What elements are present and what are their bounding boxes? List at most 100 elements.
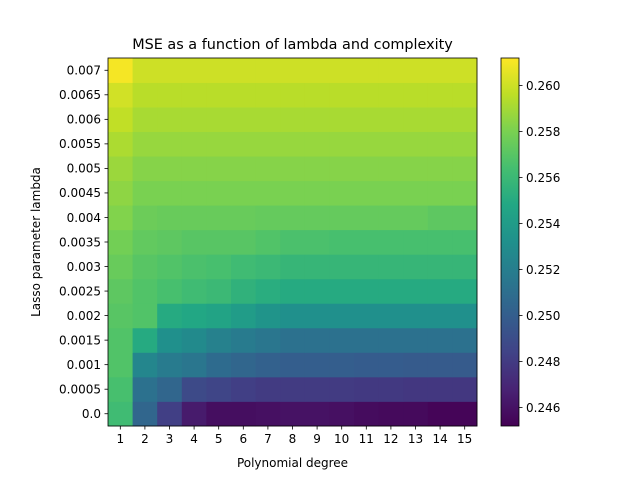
heatmap-cell — [378, 205, 404, 231]
heatmap-cell — [280, 254, 306, 280]
heatmap-cell — [181, 327, 207, 353]
heatmap-cell — [108, 156, 133, 182]
heatmap-cell — [157, 254, 183, 280]
x-tick-label: 1 — [116, 432, 124, 446]
heatmap-cell — [255, 352, 281, 378]
heatmap-cell — [181, 254, 207, 280]
heatmap-cell — [354, 205, 379, 231]
heatmap-cell — [329, 156, 355, 182]
heatmap-cell — [231, 229, 256, 255]
heatmap-cell — [108, 131, 133, 157]
x-tick-label: 10 — [334, 432, 349, 446]
heatmap-cell — [304, 58, 330, 83]
heatmap-cell — [181, 180, 207, 206]
heatmap-cell — [108, 107, 133, 132]
heatmap-cell — [329, 327, 355, 353]
heatmap-cell — [280, 376, 306, 402]
heatmap-cell — [206, 131, 232, 157]
heatmap-cell — [132, 205, 158, 231]
heatmap-cell — [452, 254, 478, 280]
heatmap-cell — [329, 352, 355, 378]
heatmap-cell — [231, 401, 256, 427]
heatmap-cell — [181, 82, 207, 108]
heatmap-cell — [255, 254, 281, 280]
colorbar — [500, 57, 520, 427]
heatmap-cell — [255, 401, 281, 427]
y-tick-label: 0.0065 — [59, 88, 101, 102]
heatmap-cell — [378, 58, 404, 83]
heatmap-cell — [206, 376, 232, 402]
heatmap-cell — [255, 82, 281, 108]
heatmap-cell — [206, 278, 232, 304]
heatmap-cell — [329, 180, 355, 206]
heatmap-cell — [304, 327, 330, 353]
heatmap-cell — [206, 107, 232, 132]
x-tick-label: 13 — [408, 432, 423, 446]
heatmap-cell — [329, 278, 355, 304]
x-tick-label: 9 — [313, 432, 321, 446]
heatmap-cell — [403, 180, 429, 206]
heatmap-cell — [329, 229, 355, 255]
heatmap-cell — [403, 58, 429, 83]
heatmap-cell — [427, 156, 453, 182]
heatmap-cell — [132, 352, 158, 378]
y-tick-label: 0.006 — [67, 113, 101, 127]
heatmap-cell — [452, 303, 478, 329]
heatmap-cell — [427, 254, 453, 280]
heatmap-cell — [354, 131, 379, 157]
heatmap-cell — [403, 352, 429, 378]
heatmap-cell — [403, 107, 429, 132]
heatmap-cell — [427, 107, 453, 132]
heatmap-cell — [181, 131, 207, 157]
heatmap-cell — [427, 131, 453, 157]
heatmap-cell — [255, 229, 281, 255]
heatmap-cell — [255, 180, 281, 206]
heatmap-cell — [181, 156, 207, 182]
heatmap-cell — [403, 254, 429, 280]
heatmap-cell — [329, 401, 355, 427]
y-tick-label: 0.005 — [67, 162, 101, 176]
heatmap-cell — [280, 156, 306, 182]
heatmap-cell — [304, 303, 330, 329]
heatmap-cell — [157, 229, 183, 255]
heatmap-cell — [427, 205, 453, 231]
heatmap-cell — [280, 327, 306, 353]
heatmap-cell — [452, 107, 478, 132]
heatmap-cell — [132, 303, 158, 329]
heatmap-cell — [157, 327, 183, 353]
heatmap-cell — [378, 376, 404, 402]
x-tick-label: 2 — [141, 432, 149, 446]
y-tick-label: 0.001 — [67, 358, 101, 372]
heatmap-cell — [231, 82, 256, 108]
heatmap-cell — [132, 229, 158, 255]
x-tick-label: 14 — [432, 432, 447, 446]
heatmap-cell — [132, 58, 158, 83]
colorbar-tick-label: 0.256 — [526, 171, 560, 185]
heatmap-cell — [231, 278, 256, 304]
x-tick-label: 5 — [215, 432, 223, 446]
heatmap-cell — [304, 401, 330, 427]
heatmap-cell — [206, 352, 232, 378]
heatmap-cell — [304, 205, 330, 231]
heatmap-cell — [403, 229, 429, 255]
heatmap-cell — [132, 82, 158, 108]
x-tick-label: 15 — [457, 432, 472, 446]
heatmap-cell — [132, 131, 158, 157]
heatmap-cell — [304, 82, 330, 108]
heatmap-cell — [132, 156, 158, 182]
heatmap-cell — [157, 58, 183, 83]
heatmap-cell — [427, 180, 453, 206]
heatmap-cell — [452, 82, 478, 108]
heatmap-cell — [108, 229, 133, 255]
heatmap-cell — [181, 58, 207, 83]
heatmap-cell — [157, 156, 183, 182]
heatmap-cell — [108, 327, 133, 353]
heatmap-cells — [108, 58, 478, 427]
colorbar-tick-label: 0.250 — [526, 309, 560, 323]
y-tick-label: 0.0045 — [59, 186, 101, 200]
y-tick-label: 0.0015 — [59, 333, 101, 347]
heatmap-cell — [255, 376, 281, 402]
heatmap-cell — [427, 278, 453, 304]
